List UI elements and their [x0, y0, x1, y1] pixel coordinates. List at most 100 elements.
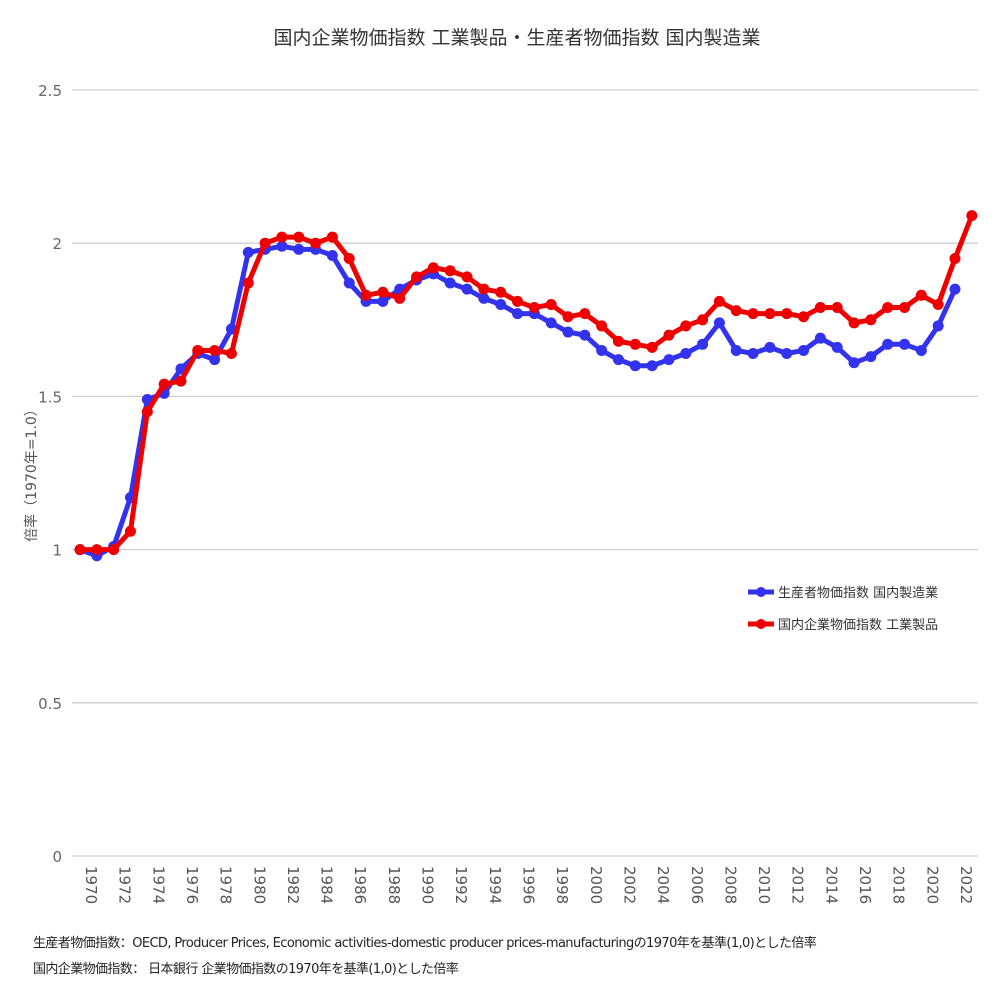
x-tick-label: 2018	[890, 866, 908, 904]
data-point	[411, 271, 423, 283]
data-point	[91, 544, 103, 556]
data-point	[360, 289, 372, 301]
data-point	[343, 277, 355, 289]
y-tick-label: 0	[52, 848, 62, 866]
x-tick-label: 1978	[217, 866, 235, 904]
x-tick-label: 1992	[452, 866, 470, 904]
legend-label: 国内企業物価指数 工業製品	[778, 617, 938, 633]
data-point	[343, 253, 355, 265]
data-point	[158, 378, 170, 390]
data-point	[562, 311, 574, 323]
data-point	[680, 320, 692, 332]
data-point	[495, 286, 507, 298]
data-point	[730, 344, 742, 356]
x-tick-label: 2008	[721, 866, 739, 904]
x-tick-label: 2002	[620, 866, 638, 904]
series-line-0	[79, 243, 958, 559]
chart-title: 国内企業物価指数 工業製品・生産者物価指数 国内製造業	[273, 27, 760, 49]
data-point	[899, 302, 911, 314]
x-tick-label: 1974	[149, 866, 167, 904]
data-point	[747, 308, 759, 320]
x-tick-label: 2020	[923, 866, 941, 904]
data-point	[124, 525, 136, 537]
data-point	[377, 286, 389, 298]
data-point	[276, 231, 288, 243]
x-tick-label: 1972	[116, 866, 134, 904]
data-point	[259, 237, 271, 249]
data-point	[596, 320, 608, 332]
data-point	[697, 314, 709, 326]
x-tick-label: 1984	[318, 866, 336, 904]
data-point	[562, 326, 574, 338]
x-tick-label: 1980	[250, 866, 268, 904]
data-point	[209, 344, 221, 356]
y-tick-label: 0.5	[38, 695, 62, 713]
data-point	[512, 295, 523, 307]
data-point	[932, 320, 944, 332]
data-point	[949, 253, 961, 265]
data-point	[646, 341, 658, 353]
x-tick-label: 1986	[351, 866, 369, 904]
data-point	[882, 338, 894, 350]
data-point	[612, 335, 624, 347]
y-tick-label: 1	[52, 542, 62, 560]
data-point	[915, 344, 927, 356]
x-tick-label: 2004	[654, 866, 672, 904]
data-point	[932, 298, 944, 310]
y-axis-label: 倍率（1970年=1.0）	[23, 402, 40, 542]
data-point	[545, 317, 557, 329]
data-point	[798, 344, 810, 356]
data-point	[764, 308, 776, 320]
data-point	[478, 292, 490, 304]
data-point	[528, 302, 540, 314]
data-point	[478, 283, 490, 295]
data-point	[629, 338, 641, 350]
data-point	[192, 344, 204, 356]
data-point	[579, 308, 591, 320]
data-point	[461, 283, 473, 295]
x-tick-label: 1990	[419, 866, 437, 904]
x-tick-label: 2022	[957, 866, 975, 904]
data-point	[596, 344, 608, 356]
x-tick-label: 2006	[688, 866, 706, 904]
x-tick-label: 2014	[822, 866, 840, 904]
x-tick-label: 1970	[82, 866, 100, 904]
legend-marker	[756, 587, 766, 597]
data-point	[209, 354, 221, 366]
data-point	[461, 271, 473, 283]
data-point	[865, 314, 877, 326]
data-point	[377, 295, 389, 307]
x-tick-label: 1994	[486, 866, 504, 904]
x-tick-label: 2000	[587, 866, 605, 904]
data-point	[394, 292, 406, 304]
data-point	[882, 302, 894, 314]
data-point	[798, 311, 810, 323]
data-point	[663, 329, 675, 341]
footnote-ppi: 生産者物価指数：OECD, Producer Prices, Economic …	[33, 936, 817, 951]
x-tick-label: 1976	[183, 866, 201, 904]
data-point	[175, 375, 187, 387]
data-point	[764, 341, 776, 353]
data-point	[848, 357, 860, 369]
x-tick-label: 2010	[755, 866, 773, 904]
x-tick-label: 2016	[856, 866, 874, 904]
data-point	[512, 308, 523, 320]
data-point	[865, 351, 877, 363]
x-tick-label: 1988	[385, 866, 403, 904]
data-point	[646, 360, 658, 372]
data-point	[899, 338, 911, 350]
legend-marker	[756, 619, 766, 629]
data-point	[814, 332, 826, 344]
data-point	[747, 348, 759, 360]
data-point	[74, 544, 86, 556]
x-tick-label: 2012	[789, 866, 807, 904]
data-point	[293, 243, 305, 255]
x-tick-label: 1998	[553, 866, 571, 904]
legend-label: 生産者物価指数 国内製造業	[778, 585, 938, 601]
data-point	[730, 305, 742, 317]
data-point	[814, 302, 826, 314]
data-point	[697, 338, 709, 350]
y-tick-label: 2.5	[38, 82, 62, 100]
series-line-1	[80, 214, 975, 553]
